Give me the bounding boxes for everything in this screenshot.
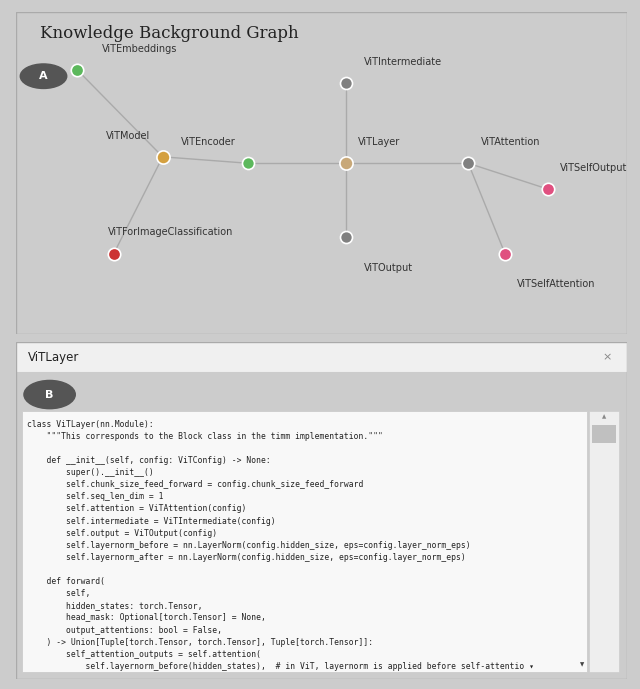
Point (109, 248, 119, 259)
Text: ViTIntermediate: ViTIntermediate (364, 56, 442, 67)
Text: ViTModel: ViTModel (106, 131, 150, 141)
Text: ViTAttention: ViTAttention (481, 137, 540, 147)
Text: ) -> Union[Tuple[torch.Tensor, torch.Tensor], Tuple[torch.Tensor]]:: ) -> Union[Tuple[torch.Tensor, torch.Ten… (27, 637, 373, 647)
Text: ▼: ▼ (580, 662, 584, 667)
Text: self.seq_len_dim = 1: self.seq_len_dim = 1 (27, 493, 163, 502)
Text: ×: × (602, 352, 612, 362)
Bar (22, 411, 588, 672)
Text: B: B (45, 389, 54, 400)
Point (72, 64, 82, 75)
Text: super().__init__(): super().__init__() (27, 469, 154, 477)
Text: output_attentions: bool = False,: output_attentions: bool = False, (27, 626, 222, 635)
Point (463, 158, 474, 169)
Point (243, 158, 253, 169)
Point (543, 183, 553, 194)
Text: ViTEmbeddings: ViTEmbeddings (102, 43, 177, 54)
Bar (589, 411, 619, 672)
Text: ViTSelfOutput: ViTSelfOutput (560, 163, 627, 173)
Bar (16, 342, 627, 372)
Text: ViTSelfAttention: ViTSelfAttention (517, 279, 596, 289)
Text: self.output = ViTOutput(config): self.output = ViTOutput(config) (27, 528, 217, 537)
Text: ViTOutput: ViTOutput (364, 263, 413, 274)
Text: def __init__(self, config: ViTConfig) -> None:: def __init__(self, config: ViTConfig) ->… (27, 456, 271, 465)
Text: self.attention = ViTAttention(config): self.attention = ViTAttention(config) (27, 504, 246, 513)
Point (341, 158, 351, 169)
Text: ViTLayer: ViTLayer (28, 351, 79, 364)
Text: def forward(: def forward( (27, 577, 105, 586)
Text: self,: self, (27, 589, 90, 598)
Text: self.layernorm_after = nn.LayerNorm(config.hidden_size, eps=config.layer_norm_ep: self.layernorm_after = nn.LayerNorm(conf… (27, 553, 466, 562)
Text: """This corresponds to the Block class in the timm implementation.""": """This corresponds to the Block class i… (27, 432, 383, 441)
Text: self.intermediate = ViTIntermediate(config): self.intermediate = ViTIntermediate(conf… (27, 517, 276, 526)
Point (341, 77, 351, 88)
Point (157, 152, 168, 163)
Bar (592, 425, 616, 443)
Text: head_mask: Optional[torch.Tensor] = None,: head_mask: Optional[torch.Tensor] = None… (27, 613, 266, 622)
Point (500, 248, 510, 259)
Text: ViTForImageClassification: ViTForImageClassification (108, 227, 233, 238)
Text: ▲: ▲ (602, 415, 606, 420)
Text: A: A (39, 71, 48, 81)
Text: self.layernorm_before = nn.LayerNorm(config.hidden_size, eps=config.layer_norm_e: self.layernorm_before = nn.LayerNorm(con… (27, 541, 470, 550)
Circle shape (20, 64, 67, 88)
Text: Knowledge Background Graph: Knowledge Background Graph (40, 25, 299, 41)
Text: class ViTLayer(nn.Module):: class ViTLayer(nn.Module): (27, 420, 154, 429)
Circle shape (24, 380, 76, 409)
Point (341, 232, 351, 243)
Text: hidden_states: torch.Tensor,: hidden_states: torch.Tensor, (27, 601, 202, 610)
Text: ViTLayer: ViTLayer (358, 137, 401, 147)
Text: self_attention_outputs = self.attention(: self_attention_outputs = self.attention( (27, 650, 261, 659)
Text: self.chunk_size_feed_forward = config.chunk_size_feed_forward: self.chunk_size_feed_forward = config.ch… (27, 480, 364, 489)
Text: self.layernorm_before(hidden_states),  # in ViT, layernorm is applied before sel: self.layernorm_before(hidden_states), # … (27, 662, 534, 671)
Text: ViTEncoder: ViTEncoder (181, 137, 236, 147)
